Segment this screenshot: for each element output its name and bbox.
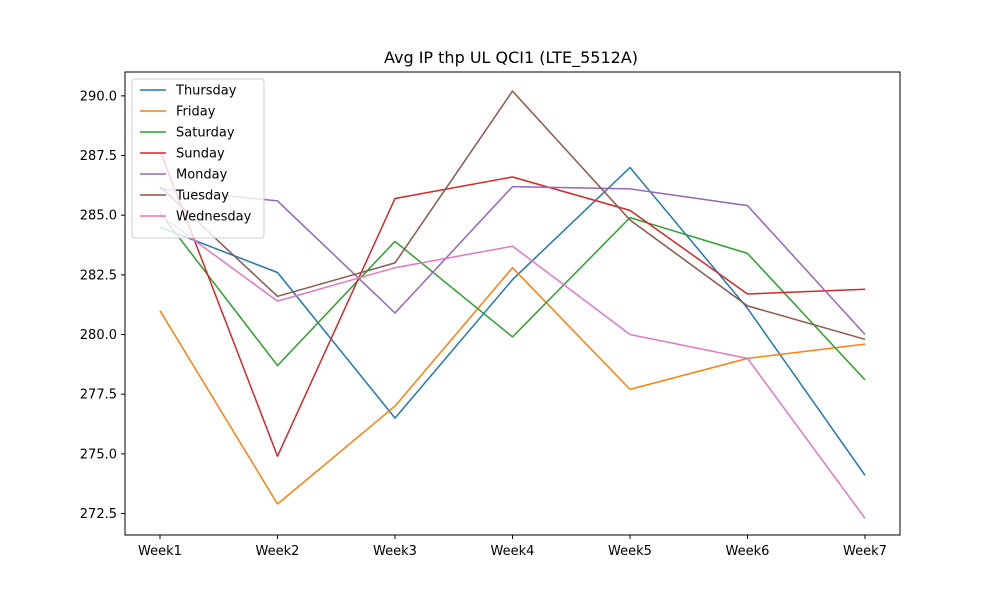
series-line-monday <box>159 185 866 336</box>
y-tick-label: 272.5 <box>80 507 117 522</box>
series-line-wednesday <box>159 214 866 519</box>
series-layer <box>159 90 866 519</box>
x-tick-label: Week6 <box>726 544 770 559</box>
x-axis: Week1 Week2 Week3 Week4 Week5 Week6 Week7 <box>138 535 887 559</box>
series-line-thursday <box>159 166 866 476</box>
x-tick-label: Week7 <box>843 544 887 559</box>
series-line-sunday <box>159 150 866 457</box>
y-tick-label: 282.5 <box>80 268 117 283</box>
y-tick-label: 287.5 <box>80 149 117 164</box>
x-tick-label: Week1 <box>138 544 182 559</box>
legend-label-sunday: Sunday <box>176 147 225 162</box>
series-line-saturday <box>159 212 866 381</box>
x-tick-label: Week3 <box>373 544 417 559</box>
x-tick-label: Week5 <box>608 544 652 559</box>
series-line-friday <box>159 266 866 505</box>
y-tick-label: 277.5 <box>80 388 117 403</box>
legend-label-wednesday: Wednesday <box>176 210 252 225</box>
legend: Thursday Friday Saturday Sunday Monday Tuesda… <box>131 78 265 239</box>
x-tick-label: Week4 <box>491 544 535 559</box>
legend-label-friday: Friday <box>176 105 216 120</box>
y-axis: 272.5 275.0 277.5 280.0 282.5 285.0 287.5 290.0 <box>80 89 125 522</box>
legend-label-saturday: Saturday <box>176 126 235 141</box>
y-tick-label: 290.0 <box>80 89 117 104</box>
legend-label-thursday: Thursday <box>175 84 237 99</box>
y-tick-label: 285.0 <box>80 209 117 224</box>
legend-box <box>131 78 265 239</box>
series-line-tuesday <box>159 90 866 341</box>
legend-label-tuesday: Tuesday <box>175 189 229 204</box>
x-tick-label: Week2 <box>256 544 300 559</box>
legend-label-monday: Monday <box>176 168 228 183</box>
y-tick-label: 280.0 <box>80 328 117 343</box>
y-tick-label: 275.0 <box>80 447 117 462</box>
chart-title: Avg IP thp UL QCI1 (LTE_5512A) <box>384 48 638 68</box>
